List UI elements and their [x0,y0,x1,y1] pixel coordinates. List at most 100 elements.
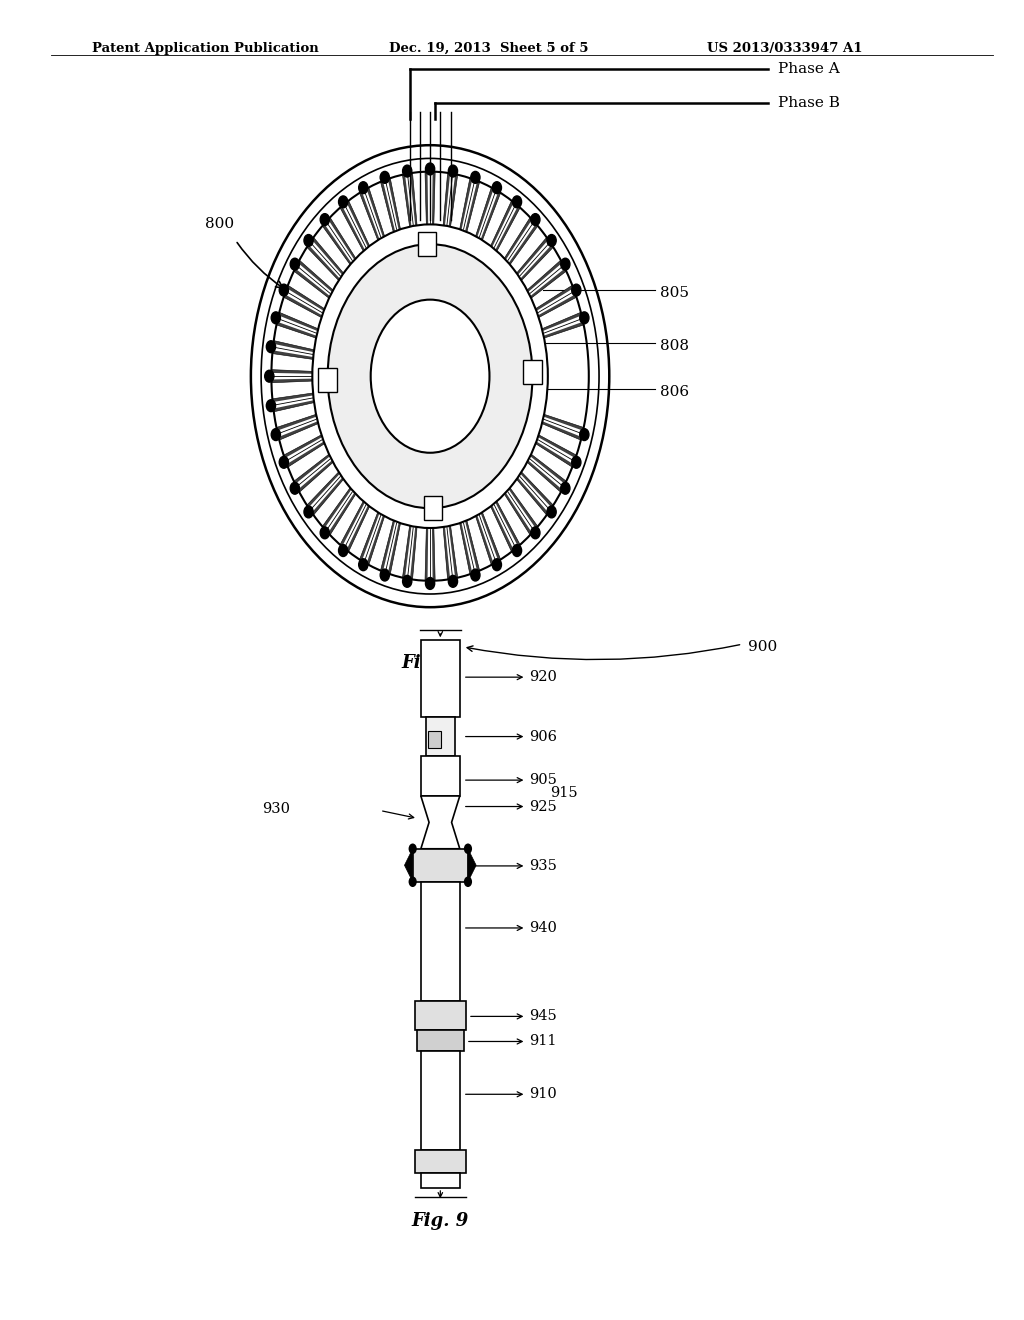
Circle shape [402,576,412,587]
Text: 911: 911 [529,1035,557,1048]
Circle shape [280,284,289,296]
Circle shape [321,527,330,539]
Circle shape [380,172,389,183]
Polygon shape [342,503,368,550]
Polygon shape [528,457,565,490]
Ellipse shape [371,300,489,453]
Polygon shape [421,796,460,849]
Polygon shape [516,238,553,281]
Polygon shape [493,503,518,550]
Circle shape [571,457,581,469]
Polygon shape [340,201,370,251]
Polygon shape [537,288,575,315]
Circle shape [280,457,289,469]
Polygon shape [276,414,318,440]
Circle shape [547,235,556,247]
Polygon shape [504,487,538,535]
Polygon shape [404,527,415,579]
Text: 805: 805 [660,286,689,300]
Polygon shape [506,219,536,263]
Polygon shape [285,288,324,315]
Circle shape [271,312,281,323]
Text: 930: 930 [262,803,290,816]
Polygon shape [271,374,312,379]
Circle shape [358,558,368,570]
Circle shape [449,165,458,177]
Polygon shape [445,173,456,226]
Circle shape [426,578,434,590]
Polygon shape [518,240,552,279]
Polygon shape [308,474,342,512]
Text: 910: 910 [529,1088,557,1101]
Bar [523,360,542,384]
Circle shape [547,506,556,517]
Polygon shape [542,414,584,440]
Polygon shape [536,434,577,467]
Polygon shape [272,341,314,359]
Polygon shape [271,370,312,383]
Circle shape [304,506,313,517]
Polygon shape [294,454,333,492]
Circle shape [380,569,389,581]
Bar [415,1150,466,1173]
Polygon shape [402,173,417,227]
Polygon shape [285,437,324,465]
Circle shape [409,843,417,854]
Polygon shape [425,528,435,581]
Circle shape [464,876,472,887]
Text: 806: 806 [660,385,689,399]
Circle shape [561,259,570,271]
Circle shape [266,341,275,352]
Polygon shape [272,396,313,409]
Text: 800: 800 [205,218,233,231]
Polygon shape [325,219,354,263]
Circle shape [358,182,368,194]
Circle shape [290,259,299,271]
Ellipse shape [328,244,532,508]
Text: US 2013/0333947 A1: US 2013/0333947 A1 [707,42,862,55]
Circle shape [464,843,472,854]
Polygon shape [462,180,477,231]
Polygon shape [295,263,332,296]
Bar [424,496,442,520]
Text: 905: 905 [529,774,557,787]
Polygon shape [404,849,413,882]
Polygon shape [284,285,325,318]
Polygon shape [460,520,479,574]
Circle shape [304,235,313,247]
Polygon shape [543,417,583,437]
Polygon shape [272,393,314,412]
Polygon shape [295,457,332,490]
Circle shape [339,545,348,557]
Polygon shape [428,528,432,581]
Polygon shape [528,263,565,296]
Polygon shape [272,343,313,356]
Polygon shape [404,173,415,226]
Bar [428,731,440,748]
Polygon shape [428,172,432,224]
Polygon shape [276,313,318,338]
Polygon shape [504,218,538,265]
Circle shape [271,429,281,441]
Text: 925: 925 [529,800,557,813]
Polygon shape [308,240,342,279]
Polygon shape [425,172,435,224]
Polygon shape [475,512,501,565]
Text: Dec. 19, 2013  Sheet 5 of 5: Dec. 19, 2013 Sheet 5 of 5 [389,42,589,55]
Bar [421,640,460,717]
Polygon shape [361,513,383,564]
Circle shape [530,527,540,539]
Text: 906: 906 [529,730,557,743]
Text: 945: 945 [529,1010,557,1023]
Circle shape [561,482,570,494]
Polygon shape [527,454,566,492]
Polygon shape [294,260,333,298]
Polygon shape [443,173,458,227]
Circle shape [530,214,540,226]
Circle shape [471,172,480,183]
Polygon shape [543,315,583,335]
Ellipse shape [261,158,599,594]
Polygon shape [462,521,477,573]
Polygon shape [359,187,385,240]
Text: 935: 935 [529,859,557,873]
